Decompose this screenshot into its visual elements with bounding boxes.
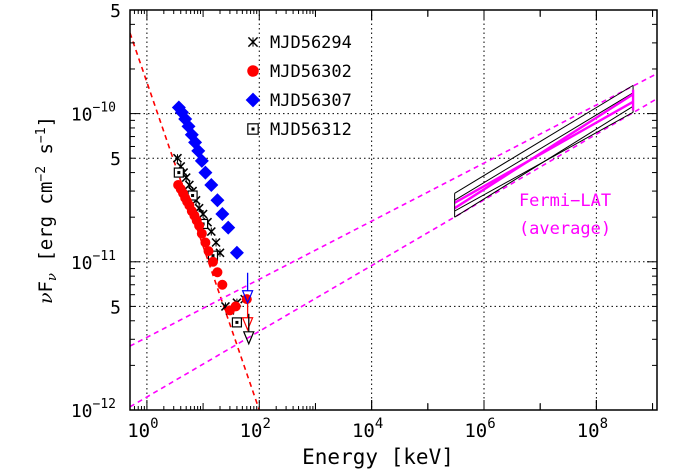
point-MJD56307-7 [194,153,209,168]
x-tick-label-2: 104 [352,416,383,442]
point-MJD56312-0 [173,167,184,178]
y-tick-label-1: 10−11 [71,249,116,274]
bowtie-envelope-1 [454,92,634,201]
point-MJD56302-11 [200,237,211,248]
y-minor-label-1: 5 [110,149,121,170]
y-minor-label-0: 5 [110,297,121,318]
axis-ticks [129,9,657,411]
bowtie-envelope-5 [453,93,634,210]
legend-marker-MJD56302 [247,65,259,77]
point-MJD56307-11 [215,207,230,222]
series-MJD56307 [171,100,244,260]
fit-line-2 [130,98,657,408]
legend-label-MJD56312: MJD56312 [270,120,352,140]
plot-frame [129,9,658,411]
legend-marker-MJD56312 [247,123,259,135]
point-MJD56302-12 [203,246,214,257]
x-tick-label-3: 106 [464,416,495,442]
annotation-average: (average) [519,219,611,239]
annotation-fermi-lat: Fermi−LAT [519,191,611,211]
legend-label-MJD56302: MJD56302 [270,62,352,82]
point-MJD56302-14 [212,267,223,278]
y-tick-label-2: 10−10 [71,101,116,126]
point-MJD56307-8 [198,165,213,180]
x-tick-label-4: 108 [577,416,608,442]
point-MJD56307-9 [204,177,219,192]
legend-label-MJD56294: MJD56294 [270,33,352,53]
bowtie-envelope-2 [454,84,634,194]
y-minor-label-2: 5 [110,1,121,22]
x-tick-label-0: 100 [127,416,158,442]
point-MJD56302-9 [194,220,205,231]
x-tick-label-1: 102 [240,416,271,442]
upper-limit-2 [241,272,254,305]
point-MJD56294-0 [172,153,183,163]
y-axis-label: νFν [erg cm−2 s−1] [34,116,60,304]
fermi-bowtie [453,84,635,218]
upper-limits [241,272,255,346]
point-MJD56307-12 [221,220,236,235]
point-MJD56307-13 [229,245,244,260]
point-MJD56294-11 [211,237,221,248]
point-MJD56302-10 [196,228,207,239]
point-MJD56302-18 [241,294,252,305]
bowtie-envelope-3 [454,105,634,218]
series-MJD56302 [173,179,252,316]
data-points [171,100,252,328]
x-axis-label: Energy [keV] [302,445,454,469]
point-MJD56302-15 [217,279,228,290]
upper-limit-1 [242,313,255,346]
tick-labels: 100 102 104 106 108 10−12 10−11 10−10 5 5 5 [71,1,608,442]
legend-label-MJD56307: MJD56307 [270,91,352,111]
legend-marker-MJD56307 [245,92,261,108]
point-MJD56302-17 [230,301,241,312]
legend: MJD56294 MJD56302 MJD56307 MJD56312 [245,33,352,140]
legend-marker-MJD56294 [247,36,259,48]
grid-lines [130,10,657,410]
point-MJD56307-10 [210,193,225,208]
point-MJD56302-13 [207,256,218,267]
y-tick-label-0: 10−12 [71,397,116,422]
plot-background [130,10,657,410]
point-MJD56312-4 [231,317,243,328]
point-MJD56294-10 [206,227,216,237]
point-MJD56294-8 [198,209,208,219]
